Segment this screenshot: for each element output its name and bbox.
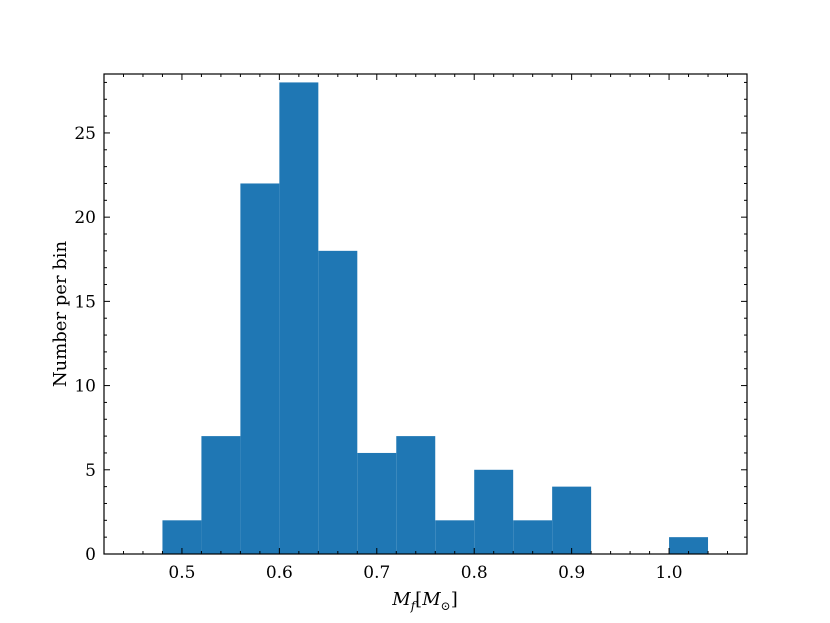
histogram-bar-11 bbox=[669, 537, 709, 554]
histogram-bar-2 bbox=[240, 183, 280, 554]
histogram-bar-10 bbox=[552, 486, 592, 554]
bars-group bbox=[162, 82, 709, 555]
histogram-bar-8 bbox=[474, 469, 514, 554]
histogram-bar-1 bbox=[201, 436, 241, 554]
plot-frame bbox=[103, 73, 748, 555]
x-tick-label-3: 0.8 bbox=[461, 563, 488, 583]
histogram-bar-3 bbox=[279, 82, 319, 555]
x-tick-label-5: 1.0 bbox=[656, 563, 683, 583]
histogram-bar-7 bbox=[435, 520, 475, 554]
x-tick-label-2: 0.7 bbox=[363, 563, 390, 583]
x-tick-label-0: 0.5 bbox=[168, 563, 195, 583]
tick-labels-group: 0.5 0.6 0.7 0.8 0.9 1.0 0 5 10 15 20 25 bbox=[74, 124, 682, 583]
histogram-bar-9 bbox=[513, 520, 553, 554]
histogram-bar-4 bbox=[318, 250, 358, 554]
x-tick-label-1: 0.6 bbox=[266, 563, 293, 583]
x-tick-label-4: 0.9 bbox=[558, 563, 585, 583]
y-tick-label-2: 10 bbox=[74, 377, 96, 397]
y-axis-label: Number per bin bbox=[50, 240, 71, 387]
x-axis-label: Mf[M⊙] bbox=[391, 589, 457, 613]
histogram-bar-5 bbox=[357, 452, 397, 554]
histogram-bar-6 bbox=[396, 436, 436, 554]
y-tick-label-1: 5 bbox=[85, 461, 96, 481]
y-tick-label-0: 0 bbox=[85, 545, 96, 565]
y-tick-label-4: 20 bbox=[74, 208, 96, 228]
y-tick-label-5: 25 bbox=[74, 124, 96, 144]
y-tick-label-3: 15 bbox=[74, 292, 96, 312]
